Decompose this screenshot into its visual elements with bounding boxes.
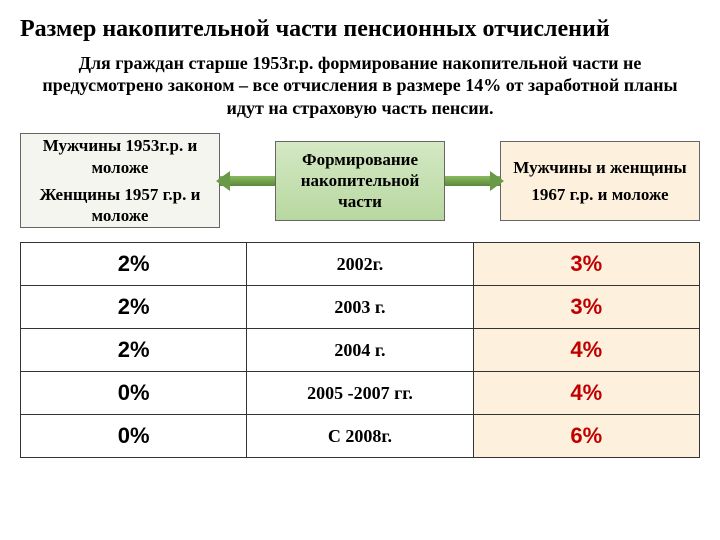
cell-p2: 4% [473,372,699,415]
cell-year: 2002г. [247,243,473,286]
cell-year: 2005 -2007 гг. [247,372,473,415]
box-left-line2: Женщины 1957 г.р. и моложе [29,184,211,227]
cell-year: С 2008г. [247,415,473,458]
page-title: Размер накопительной части пенсионных от… [20,15,700,44]
table-row: 2%2004 г.4% [21,329,700,372]
table-row: 2%2002г.3% [21,243,700,286]
page-subtitle: Для граждан старше 1953г.р. формирование… [20,52,700,120]
box-right-line2: 1967 г.р. и моложе [507,184,693,205]
cell-year: 2004 г. [247,329,473,372]
diagram-row: Мужчины 1953г.р. и моложе Женщины 1957 г… [20,133,700,228]
table-row: 0%2005 -2007 гг.4% [21,372,700,415]
cell-p2: 6% [473,415,699,458]
arrow-right-icon [445,172,500,190]
table-row: 0%С 2008г.6% [21,415,700,458]
cell-p1: 2% [21,243,247,286]
box-right-line1: Мужчины и женщины [507,157,693,178]
cell-p1: 0% [21,372,247,415]
cell-p1: 2% [21,286,247,329]
cell-year: 2003 г. [247,286,473,329]
box-center: Формирование накопительной части [275,141,445,221]
cell-p2: 4% [473,329,699,372]
cell-p1: 0% [21,415,247,458]
table-row: 2%2003 г.3% [21,286,700,329]
box-right: Мужчины и женщины 1967 г.р. и моложе [500,141,700,221]
rates-table: 2%2002г.3% 2%2003 г.3% 2%2004 г.4% 0%200… [20,242,700,458]
cell-p2: 3% [473,286,699,329]
box-left-line1: Мужчины 1953г.р. и моложе [29,135,211,178]
arrow-left-icon [220,172,275,190]
box-left: Мужчины 1953г.р. и моложе Женщины 1957 г… [20,133,220,228]
cell-p1: 2% [21,329,247,372]
cell-p2: 3% [473,243,699,286]
